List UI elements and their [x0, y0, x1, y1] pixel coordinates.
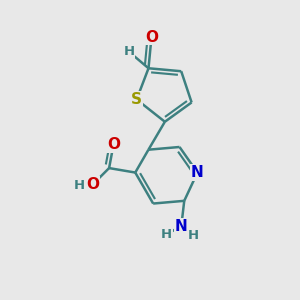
Text: H: H: [161, 228, 172, 241]
Text: N: N: [191, 165, 204, 180]
Text: N: N: [175, 219, 188, 234]
Text: O: O: [145, 30, 158, 45]
Text: O: O: [86, 177, 99, 192]
Text: O: O: [107, 137, 120, 152]
Text: H: H: [74, 179, 85, 192]
Text: H: H: [124, 45, 135, 58]
Text: H: H: [188, 229, 199, 242]
Text: S: S: [131, 92, 142, 107]
